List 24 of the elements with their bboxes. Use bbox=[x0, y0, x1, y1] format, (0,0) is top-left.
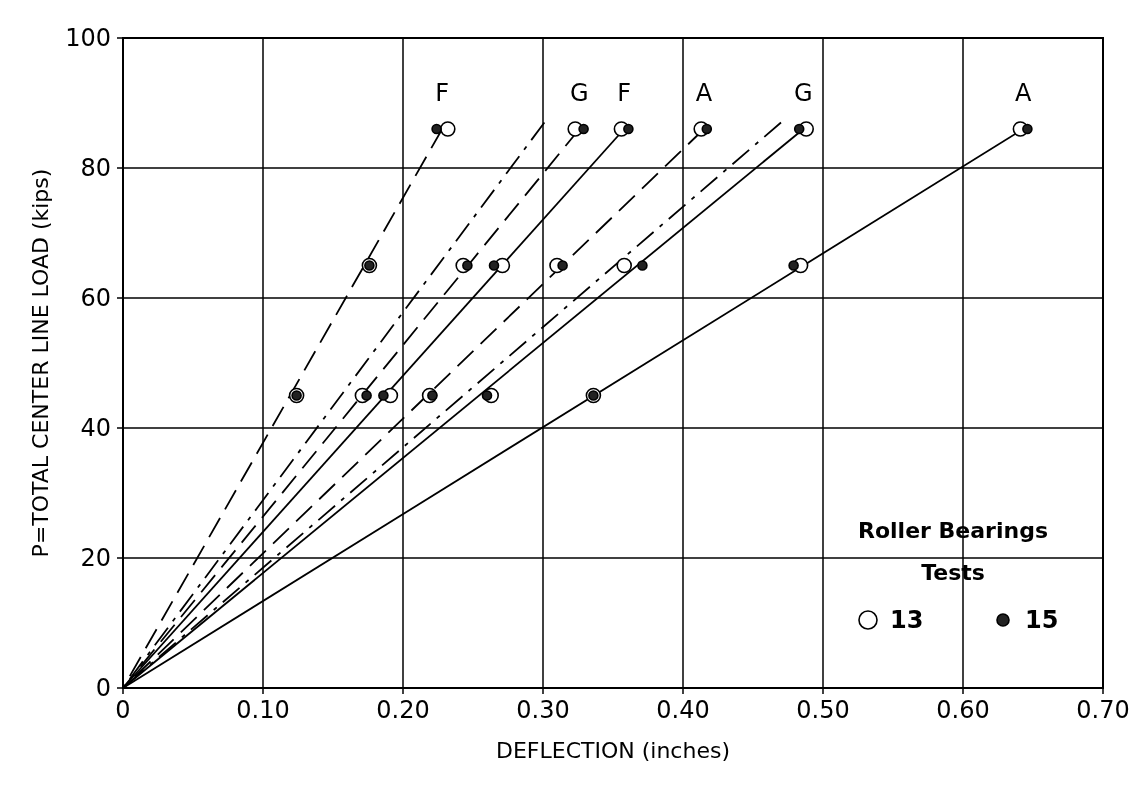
x-tick-label: 0.10 bbox=[236, 696, 290, 724]
x-tick-label: 0.20 bbox=[376, 696, 430, 724]
y-tick-label: 40 bbox=[80, 414, 111, 442]
y-tick-label: 100 bbox=[65, 24, 111, 52]
x-tick-label: 0.50 bbox=[796, 696, 850, 724]
x-tick-label: 0.60 bbox=[936, 696, 990, 724]
legend-label: 13 bbox=[890, 606, 924, 634]
x-tick-label: 0.40 bbox=[656, 696, 710, 724]
annotation: A bbox=[695, 79, 713, 107]
y-tick-label: 80 bbox=[80, 154, 111, 182]
annotation: F bbox=[435, 79, 450, 107]
x-tick-label: 0 bbox=[115, 696, 131, 724]
y-tick-label: 20 bbox=[80, 544, 111, 572]
y-axis-title: P=TOTAL CENTER LINE LOAD (kips) bbox=[28, 168, 53, 558]
legend-label: 15 bbox=[1025, 606, 1059, 634]
annotation: G bbox=[570, 79, 589, 107]
x-axis-title: DEFLECTION (inches) bbox=[496, 738, 730, 763]
annotation: F bbox=[617, 79, 632, 107]
x-tick-label: 0.30 bbox=[516, 696, 570, 724]
annotation: G bbox=[794, 79, 813, 107]
y-tick-label: 0 bbox=[95, 674, 111, 702]
annotation: A bbox=[1014, 79, 1032, 107]
x-tick-label: 0.70 bbox=[1076, 696, 1130, 724]
y-tick-label: 60 bbox=[80, 284, 111, 312]
